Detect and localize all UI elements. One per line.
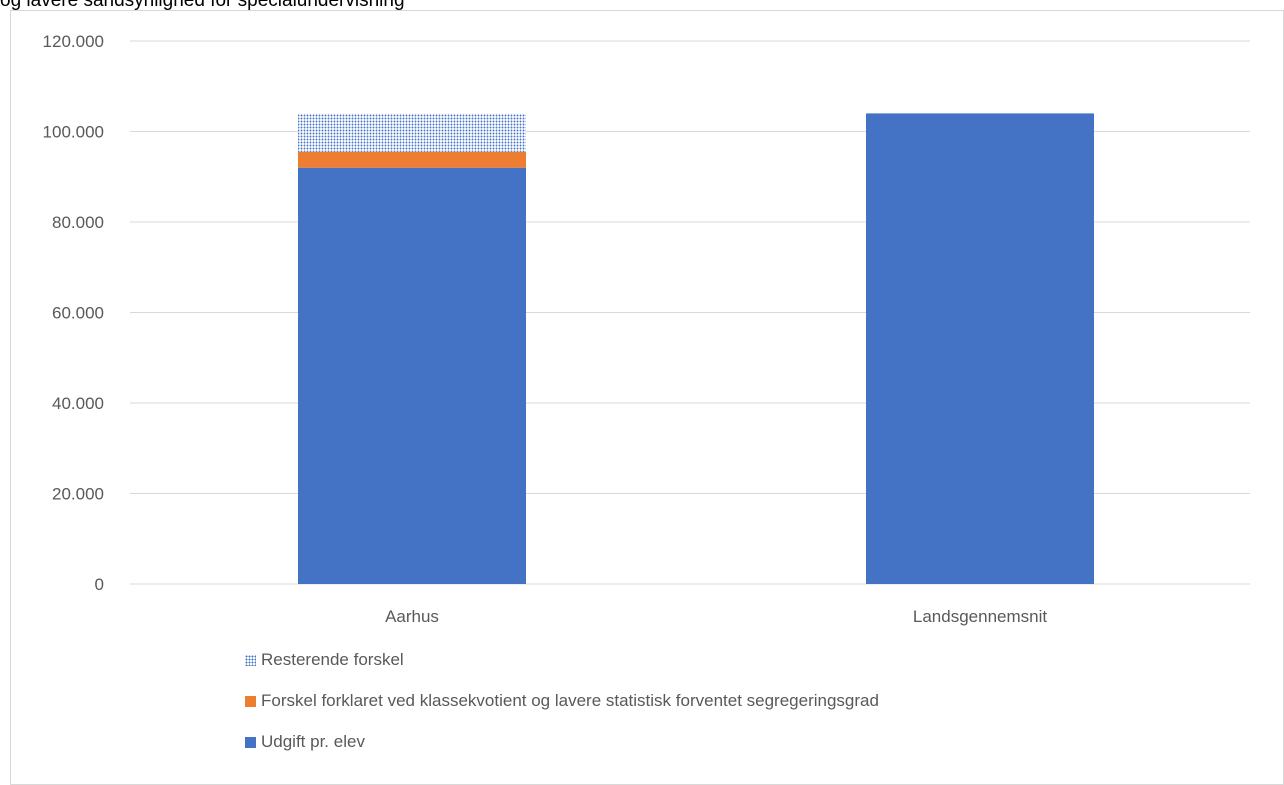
legend-item: Udgift pr. elev [245, 732, 879, 752]
legend-swatch [245, 695, 256, 707]
legend: Resterende forskel Forskel forklaret ved … [245, 650, 879, 773]
bars [298, 113, 1094, 585]
x-axis-tick-labels: Aarhus Landsgennemsnit [385, 607, 1047, 626]
y-tick-label: 40.000 [52, 394, 104, 413]
y-tick-label: 100.000 [43, 123, 104, 142]
y-axis-tick-labels: 0 20.000 40.000 60.000 80.000 100.000 120.000 [43, 32, 104, 594]
y-tick-label: 60.000 [52, 304, 104, 323]
y-tick-label: 80.000 [52, 213, 104, 232]
x-tick-label: Aarhus [385, 607, 439, 626]
y-tick-label: 20.000 [52, 485, 104, 504]
chart-caption: og lavere sandsynlighed for specialunder… [0, 0, 405, 11]
y-tick-label: 120.000 [43, 32, 104, 51]
bar-segment-aarhus-series-2 [298, 113, 526, 152]
legend-swatch [245, 736, 256, 748]
legend-label: Udgift pr. elev [261, 732, 365, 751]
legend-item: Resterende forskel [245, 650, 879, 670]
legend-label: Resterende forskel [261, 650, 404, 669]
bar-segment-landsgennemsnit-series-0 [866, 113, 1094, 585]
x-tick-label: Landsgennemsnit [913, 607, 1047, 626]
y-tick-label: 0 [95, 575, 104, 594]
bar-segment-aarhus-series-0 [298, 167, 526, 584]
legend-item: Forskel forklaret ved klassekvotient og … [245, 691, 879, 711]
legend-label: Forskel forklaret ved klassekvotient og … [261, 691, 879, 710]
legend-swatch [245, 654, 256, 666]
bar-segment-aarhus-series-1 [298, 151, 526, 168]
